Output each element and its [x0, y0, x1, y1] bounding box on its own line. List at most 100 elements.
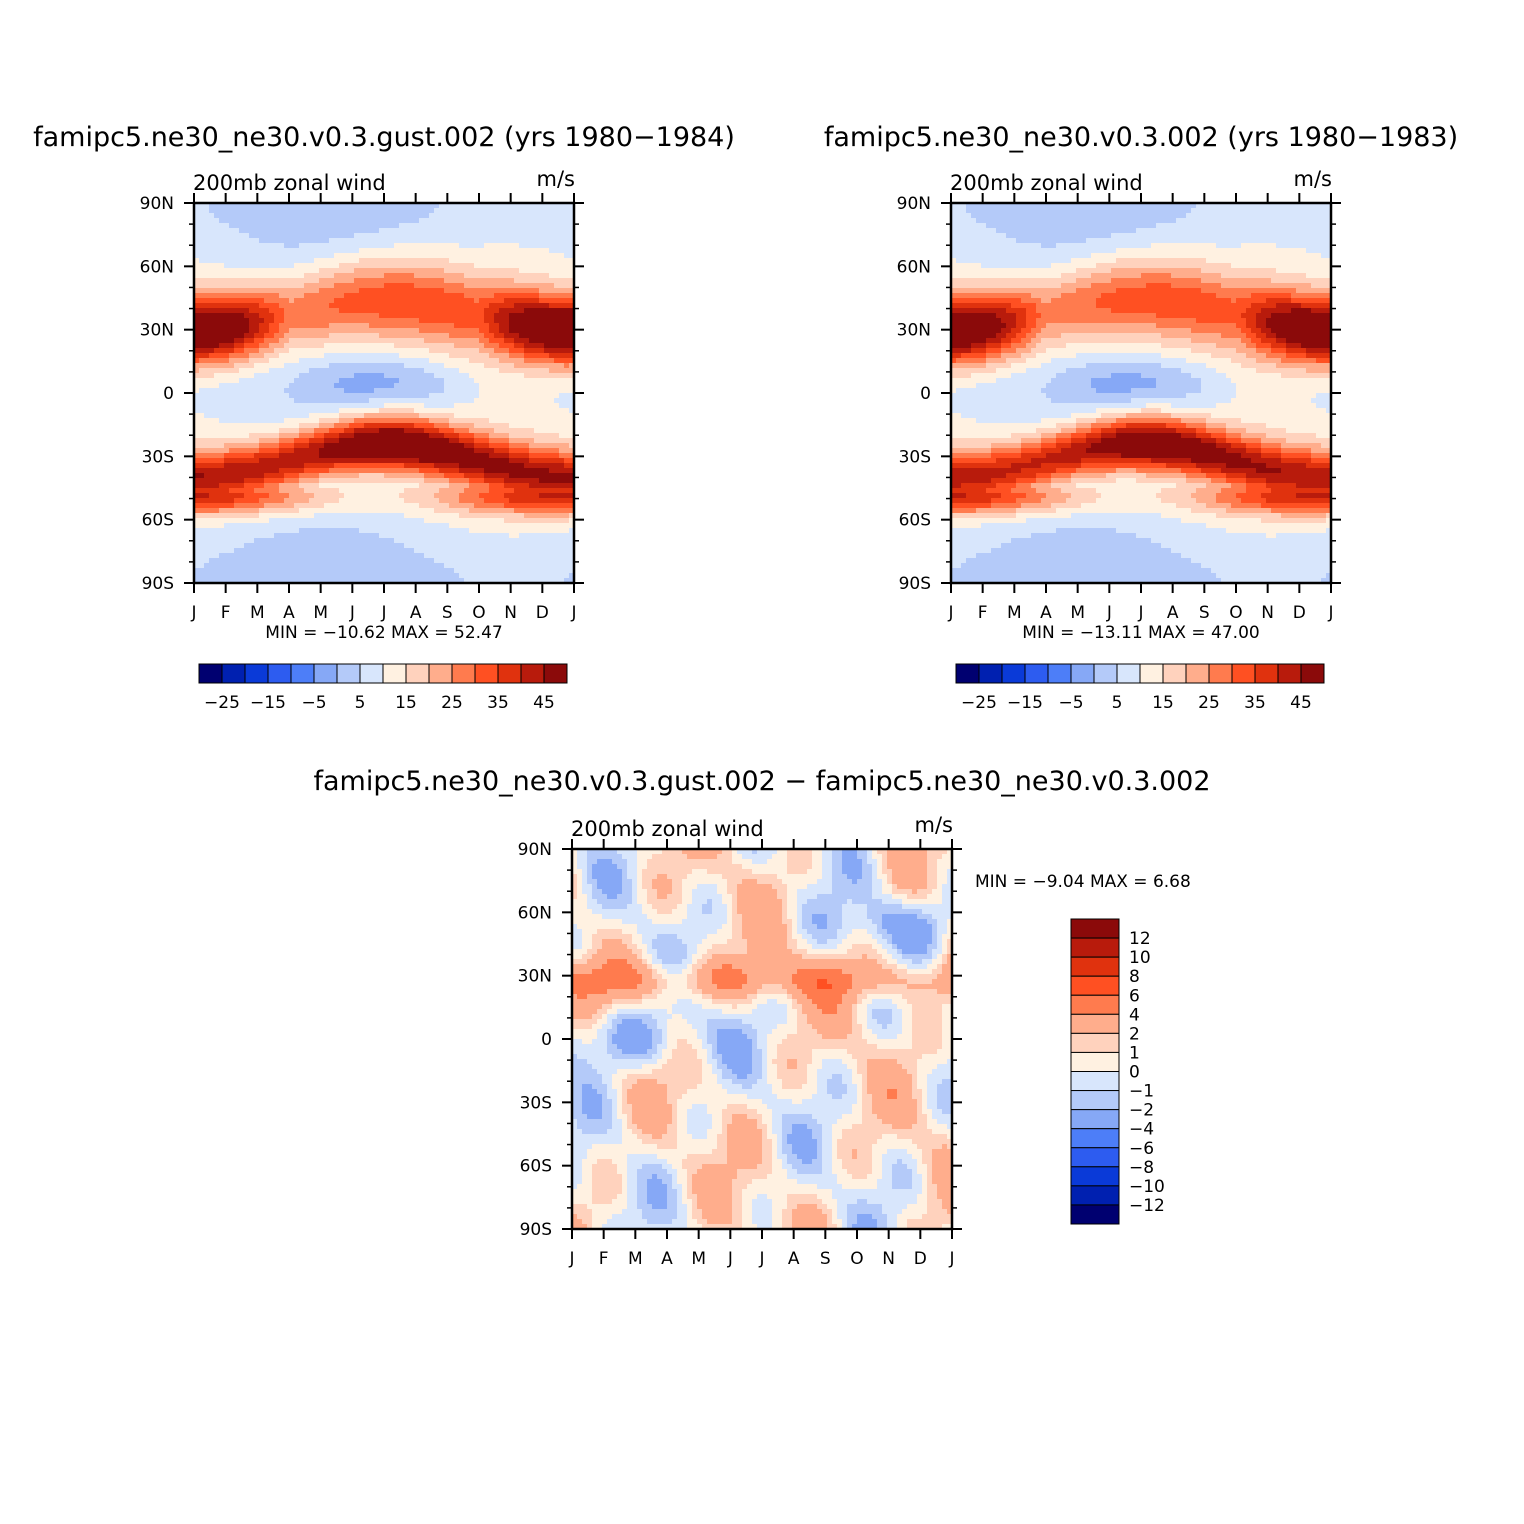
contour-cell — [204, 503, 210, 509]
contour-cell — [504, 323, 510, 329]
contour-cell — [479, 488, 485, 494]
contour-cell — [504, 408, 510, 414]
contour-cell — [404, 478, 410, 484]
contour-cell — [404, 508, 410, 514]
contour-cell — [219, 453, 225, 459]
contour-cell — [249, 313, 255, 319]
contour-cell — [504, 448, 510, 454]
contour-cell — [334, 363, 340, 369]
contour-cell — [244, 313, 250, 319]
contour-cell — [519, 288, 525, 294]
contour-cell — [369, 518, 375, 524]
contour-cell — [209, 373, 215, 379]
contour-cell — [289, 488, 295, 494]
contour-cell — [429, 313, 435, 319]
contour-cell — [484, 423, 490, 429]
contour-cell — [354, 218, 360, 224]
contour-cell — [474, 233, 480, 239]
contour-cell — [344, 283, 350, 289]
contour-cell — [449, 338, 455, 344]
contour-cell — [304, 393, 310, 399]
contour-cell — [224, 218, 230, 224]
contour-cell — [509, 478, 515, 484]
contour-cell — [289, 248, 295, 254]
contour-cell — [324, 238, 330, 244]
contour-cell — [514, 243, 520, 249]
contour-cell — [344, 273, 350, 279]
contour-cell — [494, 498, 500, 504]
contour-cell — [204, 248, 210, 254]
contour-cell — [279, 278, 285, 284]
contour-cell — [399, 438, 405, 444]
contour-cell — [389, 253, 395, 259]
contour-cell — [254, 428, 260, 434]
contour-cell — [484, 428, 490, 434]
contour-cell — [194, 543, 200, 549]
contour-cell — [314, 263, 320, 269]
contour-cell — [194, 223, 200, 229]
contour-cell — [484, 458, 490, 464]
contour-cell — [229, 423, 235, 429]
contour-cell — [494, 578, 500, 583]
contour-cell — [229, 338, 235, 344]
contour-cell — [344, 388, 350, 394]
contour-cell — [339, 218, 345, 224]
contour-cell — [284, 288, 290, 294]
contour-cell — [444, 413, 450, 419]
contour-cell — [314, 233, 320, 239]
contour-cell — [274, 298, 280, 304]
contour-cell — [244, 343, 250, 349]
contour-cell — [379, 398, 385, 404]
contour-cell — [459, 398, 465, 404]
contour-cell — [324, 263, 330, 269]
contour-cell — [439, 323, 445, 329]
contour-cell — [274, 253, 280, 259]
contour-cell — [319, 313, 325, 319]
contour-cell — [284, 273, 290, 279]
contour-cell — [469, 463, 475, 469]
contour-cell — [374, 578, 380, 583]
contour-cell — [394, 428, 400, 434]
contour-cell — [259, 383, 265, 389]
contour-cell — [339, 498, 345, 504]
contour-cell — [429, 353, 435, 359]
contour-cell — [224, 338, 230, 344]
contour-cell — [354, 338, 360, 344]
contour-cell — [354, 223, 360, 229]
contour-cell — [479, 278, 485, 284]
contour-cell — [344, 228, 350, 234]
contour-cell — [419, 358, 425, 364]
contour-cell — [224, 508, 230, 514]
contour-cell — [479, 218, 485, 224]
contour-cell — [434, 568, 440, 574]
contour-cell — [329, 538, 335, 544]
contour-cell — [434, 533, 440, 539]
contour-cell — [209, 358, 215, 364]
contour-cell — [364, 473, 370, 479]
contour-cell — [479, 373, 485, 379]
contour-cell — [284, 208, 290, 214]
contour-cell — [309, 568, 315, 574]
contour-cell — [344, 463, 350, 469]
contour-cell — [384, 473, 390, 479]
contour-cell — [314, 448, 320, 454]
contour-cell — [274, 268, 280, 274]
contour-cell — [384, 493, 390, 499]
contour-cell — [304, 473, 310, 479]
contour-cell — [229, 448, 235, 454]
contour-cell — [344, 533, 350, 539]
contour-cell — [424, 368, 430, 374]
contour-cell — [294, 333, 300, 339]
contour-cell — [514, 433, 520, 439]
contour-cell — [479, 463, 485, 469]
contour-cell — [399, 398, 405, 404]
contour-cell — [464, 493, 470, 499]
contour-cell — [434, 233, 440, 239]
contour-cell — [234, 243, 240, 249]
contour-cell — [219, 363, 225, 369]
contour-cell — [274, 353, 280, 359]
contour-cell — [464, 428, 470, 434]
contour-cell — [194, 243, 200, 249]
contour-cell — [424, 538, 430, 544]
contour-cell — [209, 203, 215, 209]
